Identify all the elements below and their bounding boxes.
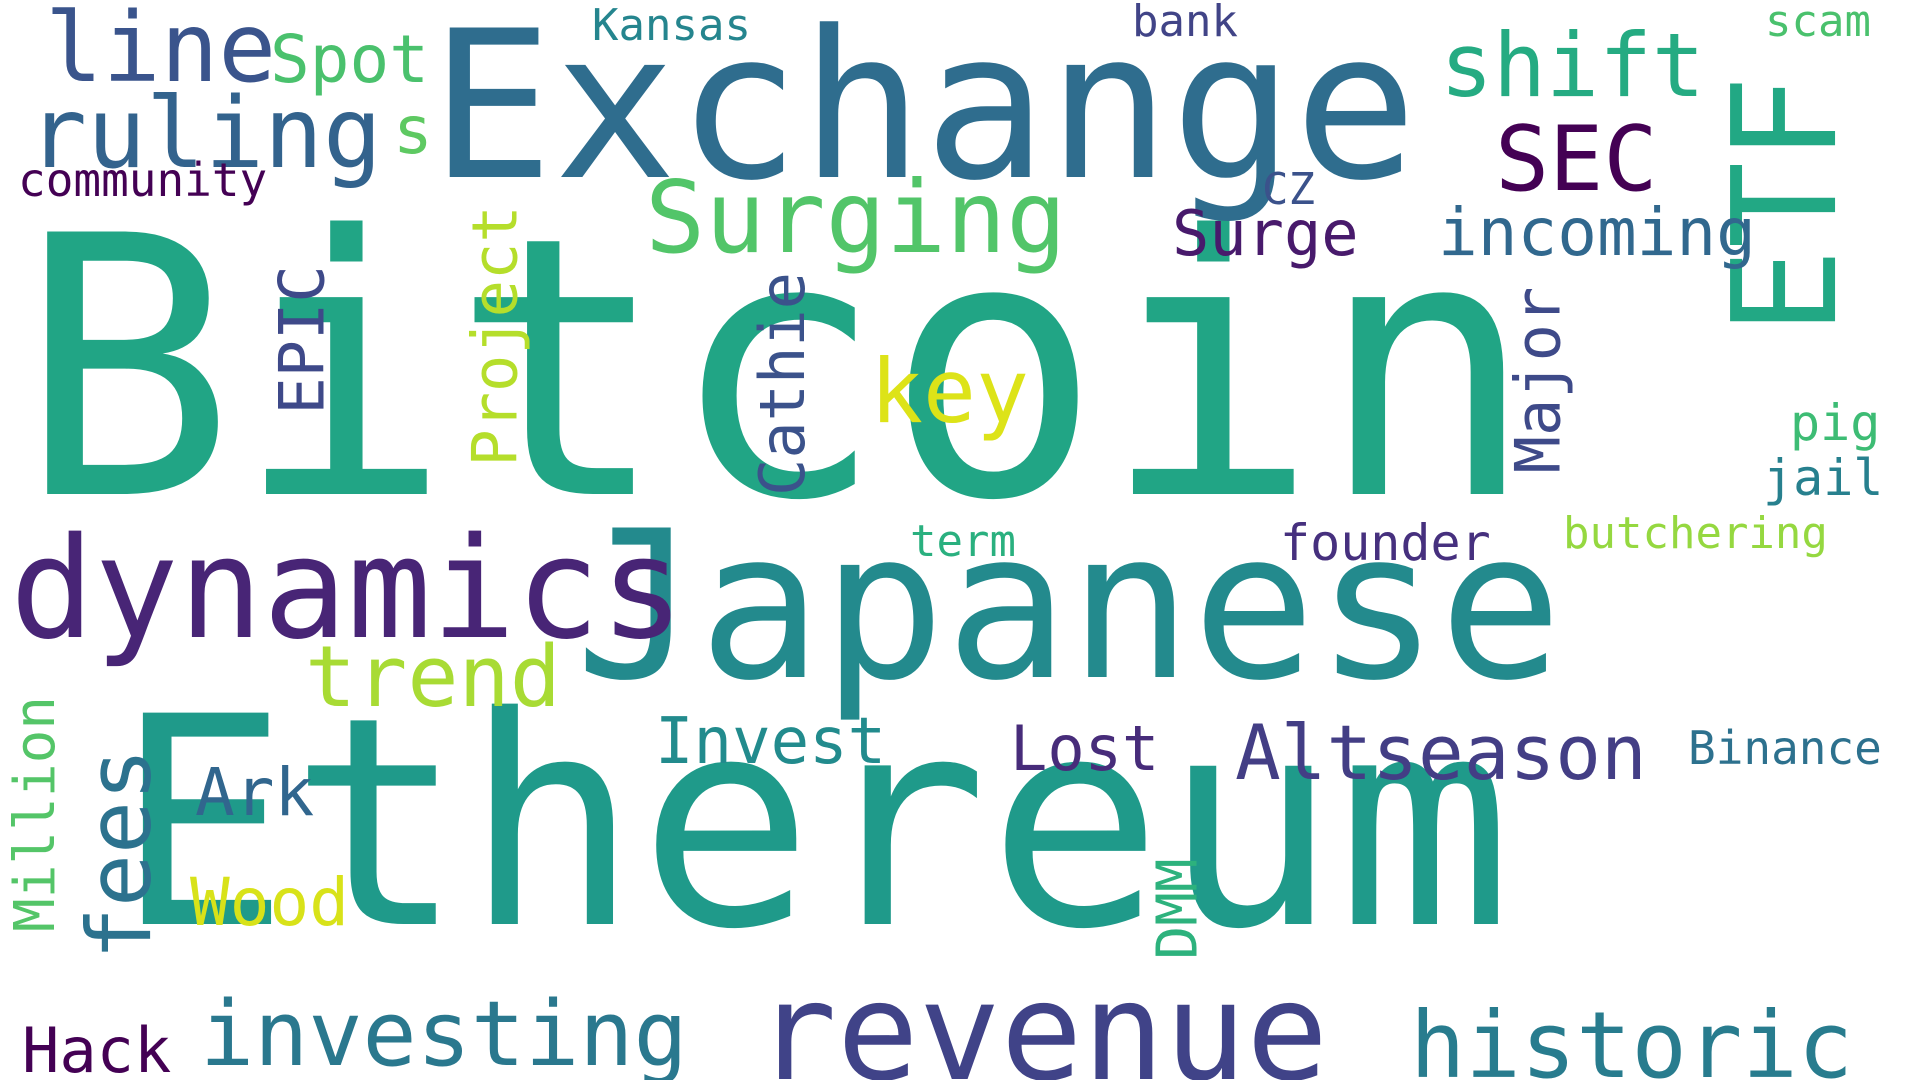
word-epic: EPIC	[265, 265, 339, 415]
word-lost: Lost	[1010, 712, 1160, 785]
word-s: s	[393, 92, 433, 169]
word-founder: founder	[1280, 514, 1491, 572]
word-major: Major	[1501, 286, 1575, 474]
word-dynamics: dynamics	[10, 508, 685, 671]
word-historic: historic	[1410, 992, 1854, 1080]
word-butchering: butchering	[1563, 508, 1828, 559]
word-surging: Surging	[645, 159, 1067, 276]
word-wood: Wood	[190, 864, 349, 941]
word-pig: pig	[1790, 394, 1881, 452]
word-key: key	[870, 340, 1029, 443]
word-scam: scam	[1765, 0, 1871, 47]
word-community: community	[18, 153, 268, 207]
word-exchange: Exchange	[430, 0, 1418, 226]
word-cathie: Cathie	[745, 272, 819, 496]
word-revenue: revenue	[755, 954, 1329, 1080]
word-japanese: Japanese	[575, 488, 1563, 726]
word-investing: investing	[200, 982, 688, 1080]
word-term: term	[910, 516, 1016, 567]
word-kansas: Kansas	[592, 0, 751, 51]
word-ark: Ark	[195, 754, 315, 831]
word-cz: CZ	[1262, 164, 1315, 215]
word-million: Million	[3, 695, 69, 933]
word-jail: jail	[1763, 449, 1884, 507]
word-binance: Binance	[1688, 721, 1882, 775]
word-hack: Hack	[22, 1014, 172, 1080]
word-fees: fees	[67, 748, 171, 960]
word-trend: trend	[305, 628, 561, 727]
word-shift: shift	[1440, 14, 1705, 117]
word-incoming: incoming	[1438, 194, 1756, 271]
word-dmm: DMM	[1145, 858, 1211, 960]
word-ethereum: Ethereum	[115, 656, 1512, 993]
word-sec: SEC	[1495, 107, 1658, 212]
word-invest: Invest	[655, 705, 887, 779]
word-spot: Spot	[270, 21, 429, 98]
word-bank: bank	[1132, 0, 1238, 47]
word-surge: Surge	[1172, 197, 1359, 270]
word-bitcoin: Bitcoin	[18, 160, 1536, 579]
word-ruling: ruling	[28, 77, 383, 191]
word-project: Project	[458, 205, 532, 467]
word-altseason: Altseason	[1235, 708, 1647, 797]
word-line: line	[45, 0, 277, 104]
